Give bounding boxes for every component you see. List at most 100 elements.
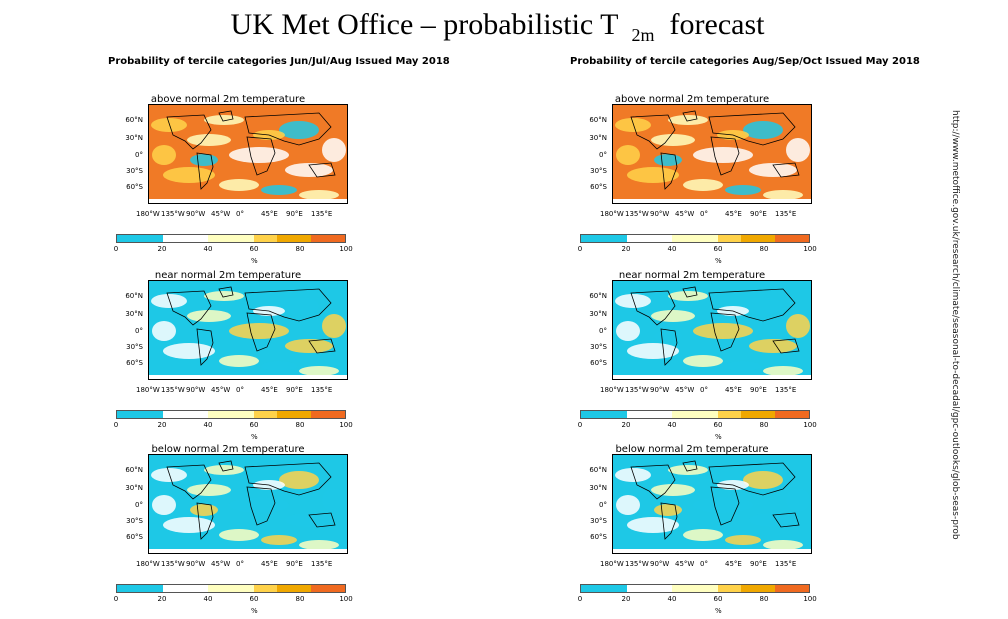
- colorbar: [116, 234, 346, 243]
- colorbar-segment: [253, 411, 277, 418]
- longitude-label: 90°W: [650, 386, 670, 394]
- below-normal-panel: below normal 2m temperature 60°N 30°N 0° 30°…: [108, 444, 378, 619]
- title-main: UK Met Office – probabilistic T: [230, 8, 619, 41]
- colorbar-unit: %: [251, 607, 258, 615]
- panel-title: above normal 2m temperature: [150, 94, 306, 105]
- longitude-label: 180°W: [136, 386, 160, 394]
- colorbar-tick: 40: [203, 245, 213, 253]
- colorbar-segment: [581, 235, 627, 242]
- longitude-label: 135°E: [311, 560, 333, 568]
- longitude-label: 45°W: [675, 210, 695, 218]
- colorbar-unit: %: [251, 257, 258, 265]
- title-subscript: 2m: [631, 25, 655, 45]
- latitude-label: 30°S: [126, 517, 143, 525]
- colorbar-segment: [774, 585, 809, 592]
- latitude-label: 30°S: [590, 167, 607, 175]
- colorbar-segment: [626, 235, 673, 242]
- panel-title: below normal 2m temperature: [151, 444, 305, 455]
- latitude-label: 30°N: [125, 310, 143, 318]
- colorbar-segment: [208, 235, 254, 242]
- latitude-label: 0°: [135, 151, 143, 159]
- colorbar-tick: 100: [339, 245, 353, 253]
- colorbar-tick: 60: [713, 421, 723, 429]
- above-normal-panel: above normal 2m temperature 60°N 30°N 0° 30°…: [108, 94, 378, 269]
- colorbar-segment: [717, 411, 741, 418]
- latitude-label: 60°N: [589, 116, 607, 124]
- colorbar-tick: 40: [667, 421, 677, 429]
- latitude-label: 30°S: [126, 167, 143, 175]
- longitude-label: 180°W: [600, 560, 624, 568]
- longitude-label: 45°E: [725, 210, 742, 218]
- latitude-label: 30°N: [589, 310, 607, 318]
- longitude-label: 90°W: [650, 560, 670, 568]
- longitude-label: 45°W: [675, 560, 695, 568]
- colorbar-segment: [581, 585, 627, 592]
- latitude-label: 60°N: [589, 466, 607, 474]
- colorbar-segment: [208, 411, 254, 418]
- colorbar-tick: 60: [713, 595, 723, 603]
- colorbar-tick: 40: [203, 421, 213, 429]
- latitude-label: 60°N: [125, 292, 143, 300]
- colorbar-segment: [117, 235, 163, 242]
- longitude-label: 135°E: [775, 386, 797, 394]
- latitude-label: 60°N: [125, 466, 143, 474]
- colorbar-tick: 20: [157, 421, 167, 429]
- longitude-label: 135°E: [311, 210, 333, 218]
- longitude-label: 90°W: [650, 210, 670, 218]
- colorbar-segment: [253, 585, 277, 592]
- longitude-label: 135°W: [625, 386, 649, 394]
- colorbar: [116, 410, 346, 419]
- colorbar-segment: [276, 585, 311, 592]
- latitude-label: 30°N: [125, 484, 143, 492]
- longitude-label: 135°W: [625, 560, 649, 568]
- colorbar-segment: [740, 235, 775, 242]
- colorbar-segment: [626, 411, 673, 418]
- longitude-label: 0°: [700, 210, 708, 218]
- longitude-label: 90°E: [750, 210, 767, 218]
- colorbar-unit: %: [251, 433, 258, 441]
- colorbar-segment: [672, 411, 718, 418]
- longitude-label: 45°E: [261, 210, 278, 218]
- longitude-label: 45°W: [211, 560, 231, 568]
- colorbar-tick: 0: [113, 421, 119, 429]
- longitude-label: 180°W: [136, 560, 160, 568]
- colorbar-tick: 0: [577, 421, 583, 429]
- panel-title: near normal 2m temperature: [154, 270, 302, 281]
- colorbar: [116, 584, 346, 593]
- below-normal-panel: below normal 2m temperature 60°N 30°N 0° 30°…: [572, 444, 842, 619]
- latitude-label: 60°S: [590, 533, 607, 541]
- colorbar-tick: 100: [803, 245, 817, 253]
- colorbar-tick: 100: [803, 421, 817, 429]
- colorbar-tick: 60: [249, 245, 259, 253]
- latitude-label: 30°S: [590, 343, 607, 351]
- longitude-label: 45°W: [211, 210, 231, 218]
- world-probability-map: [148, 280, 348, 380]
- colorbar-tick: 100: [339, 421, 353, 429]
- colorbar-segment: [717, 235, 741, 242]
- colorbar-tick: 80: [295, 245, 305, 253]
- longitude-label: 135°W: [161, 210, 185, 218]
- colorbar-unit: %: [715, 433, 722, 441]
- right-column-title: Probability of tercile categories Aug/Se…: [570, 56, 920, 67]
- world-probability-map: [612, 280, 812, 380]
- title-suffix: forecast: [669, 8, 765, 41]
- colorbar-tick: 0: [577, 595, 583, 603]
- longitude-label: 90°E: [286, 560, 303, 568]
- latitude-label: 60°S: [590, 359, 607, 367]
- colorbar-segment: [717, 585, 741, 592]
- colorbar-tick: 80: [295, 421, 305, 429]
- longitude-label: 0°: [236, 560, 244, 568]
- longitude-label: 90°W: [186, 560, 206, 568]
- longitude-label: 0°: [700, 560, 708, 568]
- colorbar-segment: [117, 585, 163, 592]
- colorbar-tick: 0: [113, 245, 119, 253]
- colorbar: [580, 410, 810, 419]
- colorbar-tick: 40: [667, 595, 677, 603]
- colorbar: [580, 234, 810, 243]
- source-url: http://www.metoffice.gov.uk/research/cli…: [950, 110, 960, 540]
- longitude-label: 90°E: [750, 560, 767, 568]
- longitude-label: 45°W: [211, 386, 231, 394]
- longitude-label: 45°E: [261, 386, 278, 394]
- colorbar-segment: [774, 235, 809, 242]
- longitude-label: 135°E: [775, 210, 797, 218]
